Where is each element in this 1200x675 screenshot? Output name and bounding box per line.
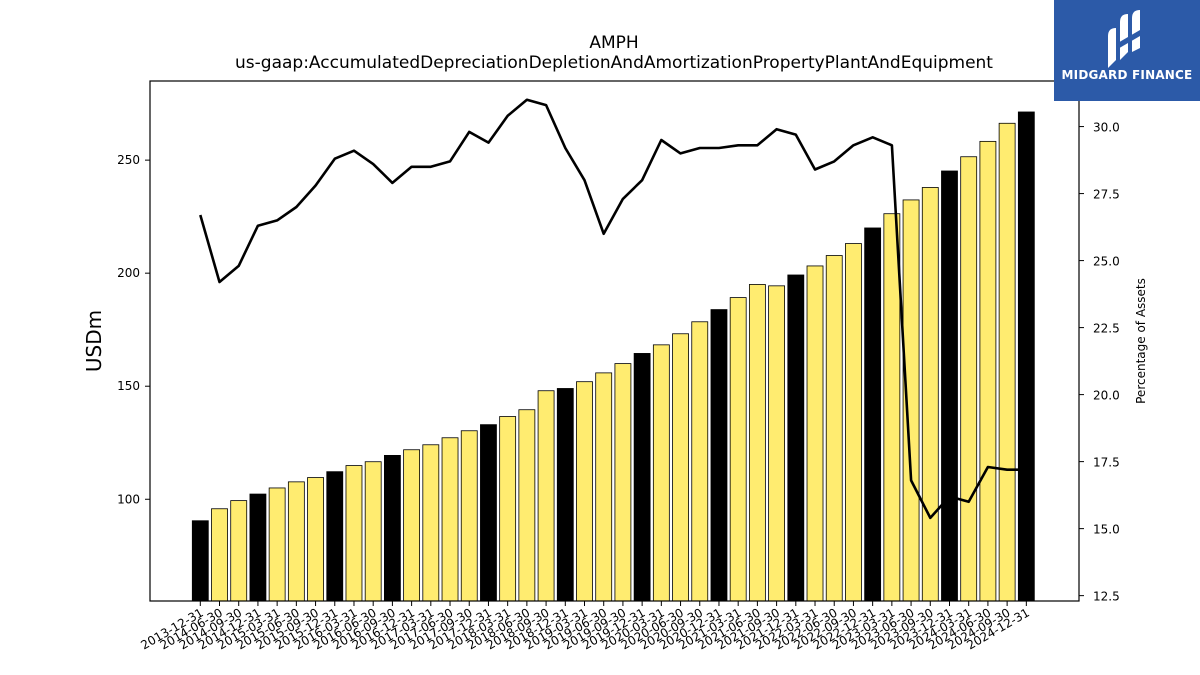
y2-tick-label: 20.0	[1093, 389, 1120, 403]
bar-2023-12-31	[941, 170, 958, 602]
bar-2020-09-30	[691, 321, 709, 602]
bar-2017-03-31	[422, 444, 440, 602]
bar-2022-06-30	[825, 255, 843, 602]
y-axis-label: USDm	[82, 310, 106, 372]
brand-logo: MIDGARD FINANCE	[1054, 0, 1200, 101]
bar-2016-03-31	[345, 465, 363, 602]
y2-tick-label: 17.5	[1093, 456, 1120, 470]
y2-tick-label: 12.5	[1093, 590, 1120, 604]
bar-2023-09-30	[921, 187, 939, 602]
bars	[191, 111, 1035, 602]
bar-2020-06-30	[672, 333, 689, 602]
bar-2021-12-31	[787, 274, 805, 602]
bar-2013-12-31	[191, 520, 209, 602]
bar-2019-03-31	[576, 381, 593, 602]
bar-2024-09-30	[998, 122, 1016, 602]
y-axis-left: 100 150 200 250	[117, 153, 150, 506]
bar-2017-06-30	[441, 437, 459, 602]
bar-2019-09-30	[614, 363, 632, 602]
y-tick-label: 100	[117, 492, 140, 506]
y2-tick-label: 22.5	[1093, 322, 1120, 336]
percentage-line	[199, 98, 1027, 520]
bar-2017-09-30	[460, 430, 478, 602]
bar-2018-09-30	[537, 390, 555, 602]
bar-2018-06-30	[518, 409, 536, 602]
brand-name: MIDGARD FINANCE	[1061, 68, 1193, 82]
bar-2024-12-31	[1017, 111, 1035, 602]
bar-2024-06-30	[979, 140, 997, 602]
bar-2015-03-31	[268, 487, 286, 602]
bar-2014-09-30	[230, 500, 248, 602]
chart-subtitle: us-gaap:AccumulatedDepreciationDepletion…	[235, 53, 993, 73]
y-tick-label: 250	[117, 153, 140, 167]
bar-2019-12-31	[633, 353, 651, 602]
y2-tick-label: 25.0	[1093, 255, 1120, 269]
bar-2015-06-30	[287, 481, 305, 602]
chart-title: AMPH	[589, 33, 638, 53]
bar-2020-03-31	[652, 344, 670, 602]
bar-2021-06-30	[748, 284, 766, 602]
y2-axis-label: Percentage of Assets	[1134, 278, 1148, 404]
bar-2018-12-31	[556, 388, 574, 602]
bar-2014-12-31	[249, 493, 267, 602]
bar-2016-06-30	[364, 461, 382, 602]
bar-2017-12-31	[480, 424, 497, 602]
x-axis: 2013-12-312014-06-302014-09-302014-12-31…	[138, 601, 1032, 652]
midgard-logo-icon	[1108, 10, 1140, 68]
y2-tick-label: 15.0	[1093, 523, 1120, 537]
bar-2021-09-30	[768, 285, 785, 602]
bar-2015-09-30	[307, 477, 324, 602]
bar-2021-03-31	[729, 297, 747, 602]
bar-2024-03-31	[960, 156, 978, 602]
y-tick-label: 200	[117, 266, 140, 280]
bar-2018-03-31	[499, 416, 517, 602]
y-tick-label: 150	[117, 379, 140, 393]
plot-frame	[149, 80, 1080, 602]
bar-2015-12-31	[326, 471, 344, 602]
y-axis-right: 12.5 15.0 17.5 20.0 22.5 25.0 27.5 30.0	[1079, 121, 1120, 604]
bar-2019-06-30	[595, 372, 613, 602]
bar-2023-03-31	[883, 213, 901, 602]
bar-2016-12-31	[403, 449, 421, 602]
y2-tick-label: 30.0	[1093, 121, 1120, 135]
y2-tick-label: 27.5	[1093, 188, 1120, 202]
bar-2014-06-30	[211, 508, 228, 602]
bar-2022-09-30	[845, 243, 862, 602]
bar-2016-09-30	[383, 454, 401, 602]
bar-2020-12-31	[710, 309, 728, 602]
bar-2022-03-31	[806, 265, 824, 602]
bar-2022-12-31	[864, 227, 882, 602]
